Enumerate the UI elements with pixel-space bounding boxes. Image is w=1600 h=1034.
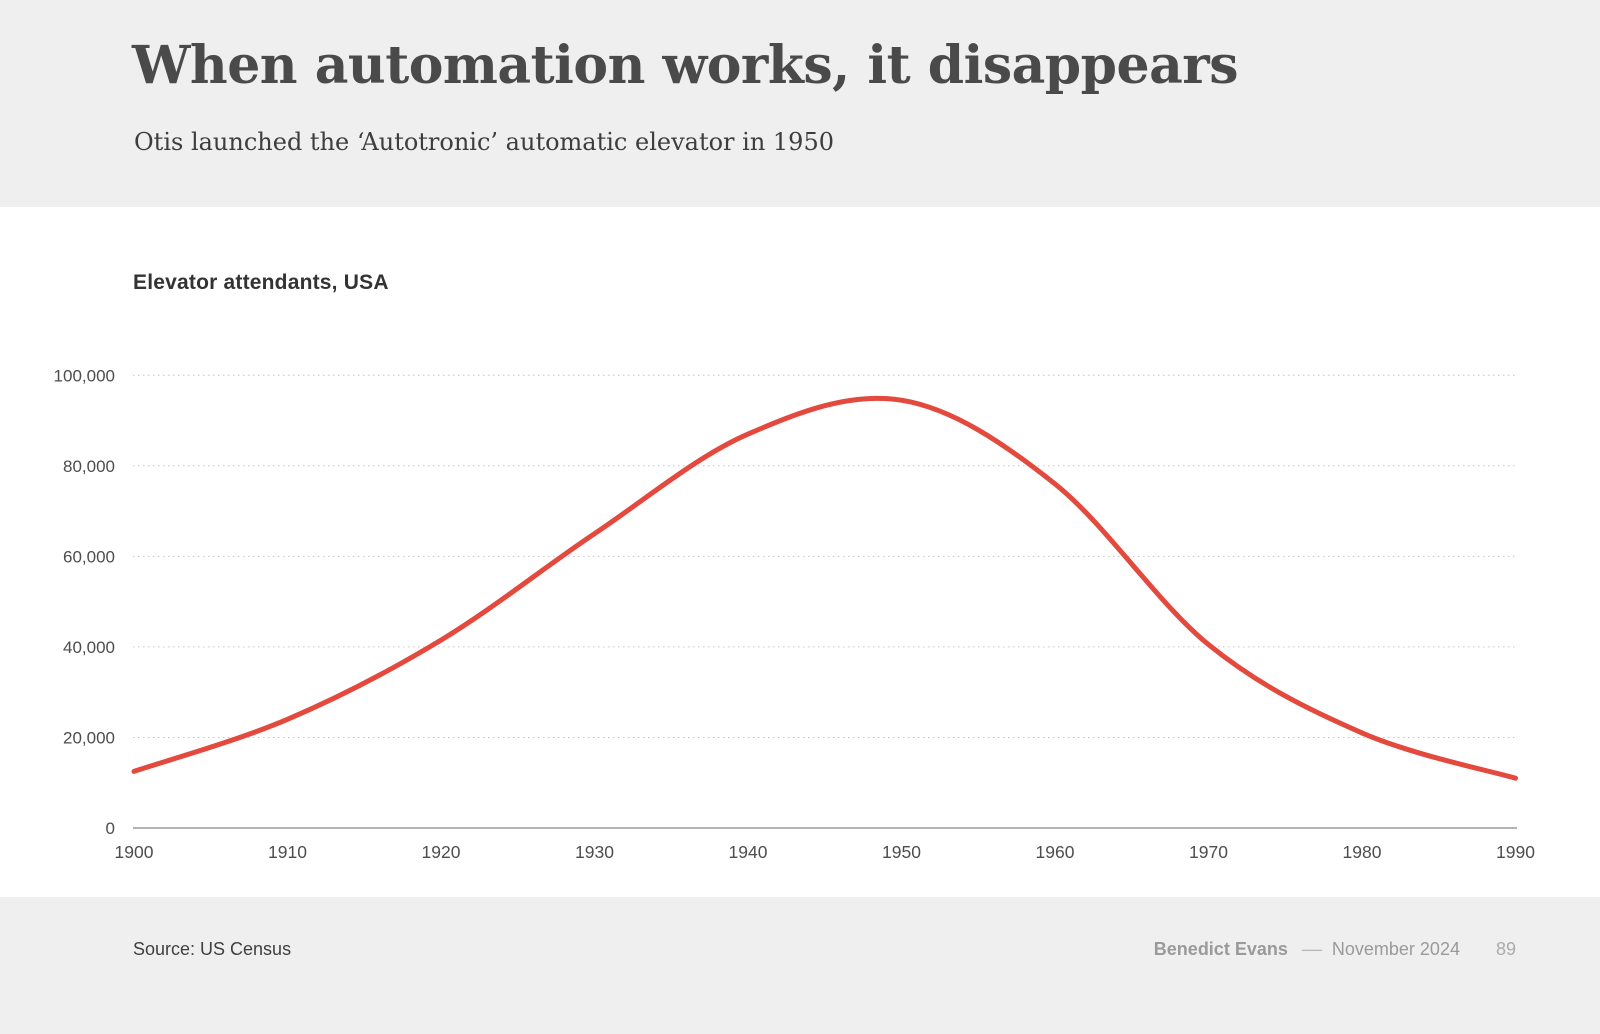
footer-credit: Benedict Evans –– November 2024 89 (1154, 939, 1516, 960)
x-tick-label: 1930 (575, 842, 614, 862)
header-band: When automation works, it disappears Oti… (0, 0, 1600, 207)
series-line-elevator-attendants (131, 395, 1518, 781)
x-tick-label: 1940 (729, 842, 768, 862)
x-tick-label: 1920 (422, 842, 461, 862)
y-tick-label: 40,000 (63, 638, 115, 657)
y-tick-label: 0 (106, 819, 115, 838)
x-tick-label: 1950 (882, 842, 921, 862)
x-tick-label: 1970 (1189, 842, 1228, 862)
page-number: 89 (1495, 939, 1516, 959)
author-name: Benedict Evans (1153, 939, 1288, 959)
credit-separator: –– (1301, 939, 1322, 959)
slide-subtitle: Otis launched the ‘Autotronic’ automatic… (134, 128, 834, 156)
x-tick-label: 1960 (1036, 842, 1075, 862)
x-tick-label: 1900 (115, 842, 154, 862)
x-tick-label: 1910 (268, 842, 307, 862)
chart-title: Elevator attendants, USA (133, 271, 389, 294)
credit-date: November 2024 (1331, 939, 1460, 959)
x-tick-label: 1990 (1496, 842, 1535, 862)
source-note: Source: US Census (133, 939, 292, 959)
y-tick-label: 60,000 (63, 547, 115, 566)
footer-band: Source: US Census Benedict Evans –– Nove… (0, 897, 1600, 1034)
y-tick-label: 20,000 (63, 728, 115, 747)
y-tick-label: 100,000 (54, 366, 115, 385)
y-tick-label: 80,000 (63, 457, 115, 476)
slide-title: When automation works, it disappears (132, 35, 1238, 96)
x-tick-label: 1980 (1343, 842, 1382, 862)
